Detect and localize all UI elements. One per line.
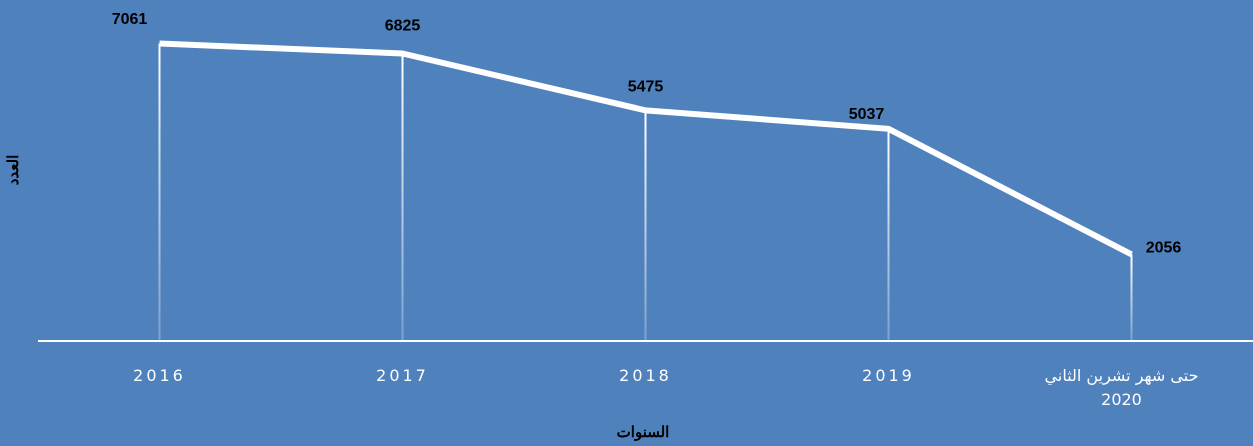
x-axis-title: السنوات <box>617 424 670 441</box>
drop-line <box>1130 254 1133 341</box>
data-label: 5475 <box>628 79 664 96</box>
data-label: 2056 <box>1146 240 1182 257</box>
x-tick-label: 2017 <box>376 366 429 385</box>
drop-line <box>644 110 647 341</box>
drop-line <box>158 43 161 342</box>
x-tick-label: 2019 <box>862 366 915 385</box>
data-label: 7061 <box>112 11 148 28</box>
x-tick-label: حتى شهر تشرين الثاني 2020 <box>1044 366 1199 409</box>
x-tick-label: 2018 <box>619 366 672 385</box>
x-tick-label: 2016 <box>133 366 186 385</box>
data-label: 5037 <box>849 106 885 123</box>
data-label: 6825 <box>385 18 421 35</box>
y-axis-title: العدد <box>5 155 22 186</box>
drop-line <box>401 53 404 341</box>
drop-line <box>887 128 890 341</box>
line <box>159 40 1133 258</box>
